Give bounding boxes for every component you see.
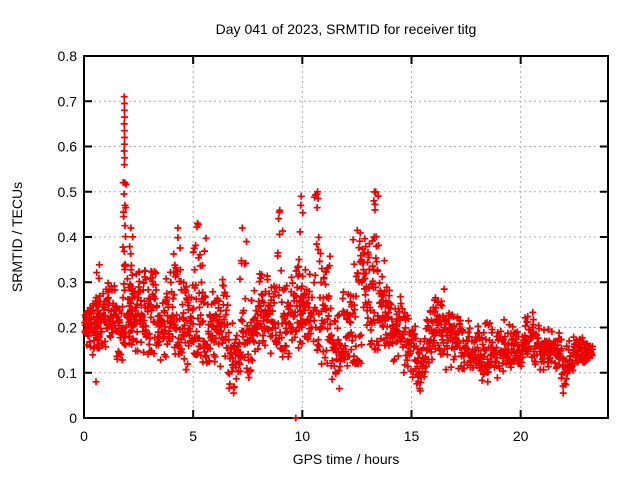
y-tick-label: 0.3: [58, 274, 78, 290]
y-tick-label: 0.7: [58, 93, 78, 109]
x-axis-label: GPS time / hours: [293, 451, 400, 467]
chart-title: Day 041 of 2023, SRMTID for receiver tit…: [216, 21, 477, 37]
y-tick-label: 0.1: [58, 365, 78, 381]
x-tick-label: 15: [404, 428, 420, 444]
grid-lines: [84, 56, 608, 418]
axes: [83, 55, 609, 419]
tick-labels: 0 0.1 0.2 0.3 0.4 0.5 0.6 0.7 0.8 0 5 10 15 20: [58, 48, 529, 444]
data-points: [81, 93, 596, 422]
y-tick-label: 0.2: [58, 320, 78, 336]
x-tick-label: 10: [295, 428, 311, 444]
y-axis-label: SRMTID / TECUs: [9, 182, 25, 292]
plot-border: [83, 55, 609, 419]
x-tick-label: 0: [80, 428, 88, 444]
y-tick-label: 0.8: [58, 48, 78, 64]
x-tick-label: 20: [513, 428, 529, 444]
y-tick-label: 0.5: [58, 184, 78, 200]
y-tick-label: 0: [69, 410, 77, 426]
y-tick-label: 0.4: [58, 229, 78, 245]
y-tick-label: 0.6: [58, 139, 78, 155]
x-tick-label: 5: [189, 428, 197, 444]
